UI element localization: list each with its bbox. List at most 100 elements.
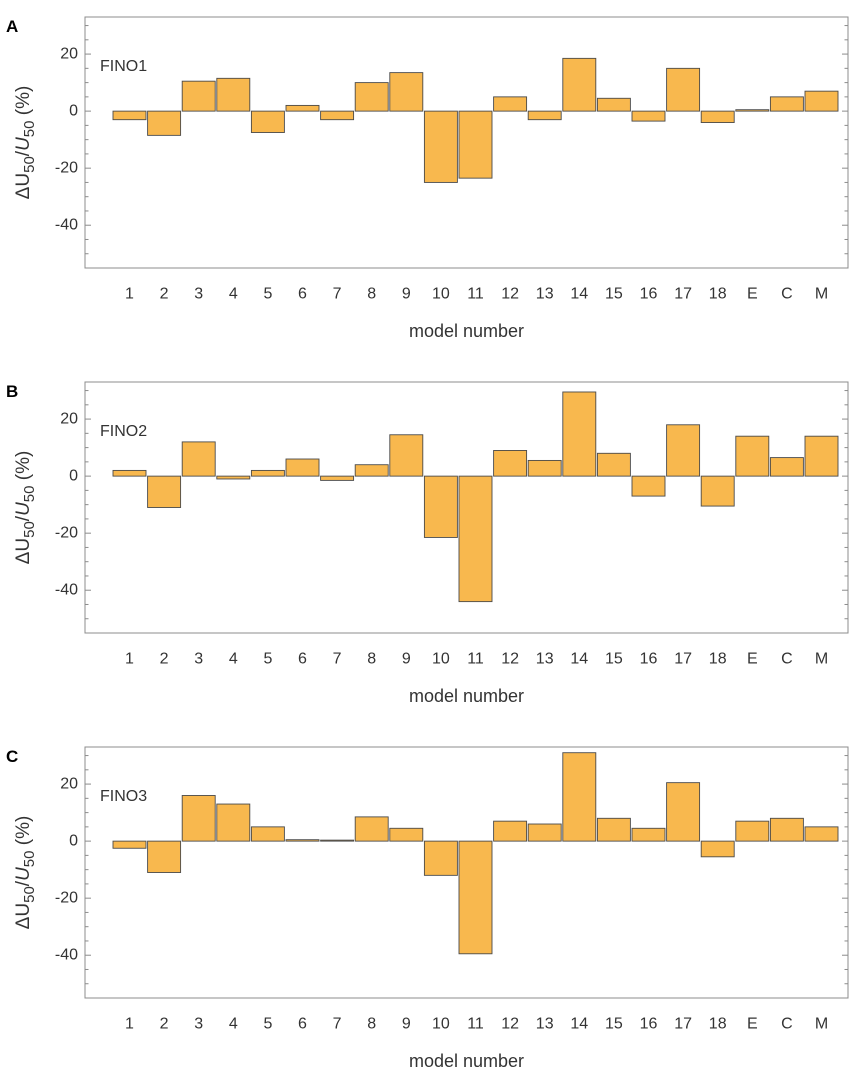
- y-label-part: ΔU: [13, 538, 34, 564]
- x-tick-label: 3: [194, 286, 203, 303]
- y-tick-label: 0: [69, 103, 78, 120]
- bar-14: [562, 752, 597, 842]
- panel-letter: B: [6, 382, 18, 401]
- x-tick-label: 15: [605, 1016, 623, 1033]
- x-tick-label: 14: [570, 651, 588, 668]
- bar-1: [112, 110, 147, 121]
- bar-14: [562, 391, 597, 477]
- plot-frame: [84, 381, 849, 634]
- x-tick-label: 12: [501, 286, 519, 303]
- bar-2: [147, 475, 182, 508]
- bar-2: [147, 110, 182, 136]
- x-tick-label: 14: [570, 1016, 588, 1033]
- bar-6: [285, 839, 320, 842]
- plot-frame: [84, 16, 849, 269]
- bar-7: [320, 839, 355, 842]
- y-tick-label: 20: [60, 46, 78, 63]
- bar-18: [700, 840, 735, 858]
- x-tick-label: 10: [432, 286, 450, 303]
- x-tick-label: 7: [333, 651, 342, 668]
- bar-C: [769, 457, 804, 477]
- bar-8: [354, 816, 389, 842]
- x-tick-label: 18: [709, 651, 727, 668]
- bar-4: [216, 475, 251, 480]
- y-label-part: (%): [13, 451, 34, 486]
- x-tick-label: 3: [194, 651, 203, 668]
- y-axis-label: ΔU50/U50 (%): [13, 451, 38, 565]
- y-axis-label: ΔU50/U50 (%): [13, 816, 38, 930]
- bar-M: [804, 826, 839, 842]
- x-tick-label: 6: [298, 651, 307, 668]
- x-tick-label: 1: [125, 286, 134, 303]
- x-tick-label: 13: [536, 286, 554, 303]
- y-label-part: ΔU: [13, 903, 34, 929]
- bar-16: [631, 110, 666, 122]
- x-tick-label: 9: [402, 651, 411, 668]
- bar-M: [804, 435, 839, 477]
- x-tick-label: 11: [467, 651, 484, 668]
- x-tick-label: 5: [263, 1016, 272, 1033]
- bar-C: [769, 817, 804, 842]
- y-label-subscript: 50: [21, 486, 38, 503]
- bar-16: [631, 827, 666, 842]
- bar-3: [181, 441, 216, 477]
- x-tick-label: 7: [333, 1016, 342, 1033]
- y-tick-label: -20: [55, 160, 78, 177]
- x-tick-label: 9: [402, 1016, 411, 1033]
- y-label-part: (%): [13, 86, 34, 121]
- bar-11: [458, 110, 493, 179]
- y-tick-label: -40: [55, 217, 78, 234]
- bar-1: [112, 840, 147, 849]
- bar-13: [527, 823, 562, 842]
- bar-9: [389, 72, 424, 112]
- y-label-subscript: 50: [21, 156, 38, 173]
- y-label-part: (%): [13, 816, 34, 851]
- bar-6: [285, 104, 320, 112]
- x-tick-label: 2: [160, 1016, 169, 1033]
- x-tick-label: E: [747, 1016, 758, 1033]
- y-tick-label: 0: [69, 833, 78, 850]
- x-tick-label: 17: [674, 286, 692, 303]
- x-tick-label: 16: [640, 1016, 658, 1033]
- bar-3: [181, 80, 216, 112]
- bar-4: [216, 77, 251, 112]
- x-tick-label: 6: [298, 286, 307, 303]
- bar-3: [181, 795, 216, 842]
- station-label: FINO1: [100, 58, 147, 75]
- bar-15: [596, 97, 631, 112]
- bar-15: [596, 817, 631, 842]
- x-tick-label: 15: [605, 286, 623, 303]
- x-tick-label: 18: [709, 1016, 727, 1033]
- bar-E: [735, 820, 770, 842]
- bar-7: [320, 475, 355, 481]
- bar-8: [354, 464, 389, 477]
- x-tick-label: 4: [229, 1016, 238, 1033]
- x-tick-label: 15: [605, 651, 623, 668]
- x-tick-label: 11: [467, 1016, 484, 1033]
- plot-frame: [84, 746, 849, 999]
- bar-16: [631, 475, 666, 497]
- x-tick-label: 7: [333, 286, 342, 303]
- y-label-part: U: [13, 867, 34, 881]
- x-tick-label: M: [815, 286, 828, 303]
- y-label-part: U: [13, 502, 34, 516]
- x-axis-label: model number: [409, 686, 524, 706]
- y-tick-label: -20: [55, 890, 78, 907]
- y-label-part: /: [13, 515, 34, 521]
- x-tick-label: 9: [402, 286, 411, 303]
- bar-8: [354, 82, 389, 112]
- bar-9: [389, 434, 424, 477]
- bar-13: [527, 110, 562, 121]
- y-tick-label: 0: [69, 468, 78, 485]
- bar-1: [112, 469, 147, 477]
- y-label-part: ΔU: [13, 173, 34, 199]
- y-label-subscript: 50: [21, 121, 38, 138]
- x-tick-label: E: [747, 286, 758, 303]
- station-label: FINO2: [100, 423, 147, 440]
- bar-17: [666, 67, 701, 112]
- x-tick-label: 16: [640, 286, 658, 303]
- y-label-subscript: 50: [21, 851, 38, 868]
